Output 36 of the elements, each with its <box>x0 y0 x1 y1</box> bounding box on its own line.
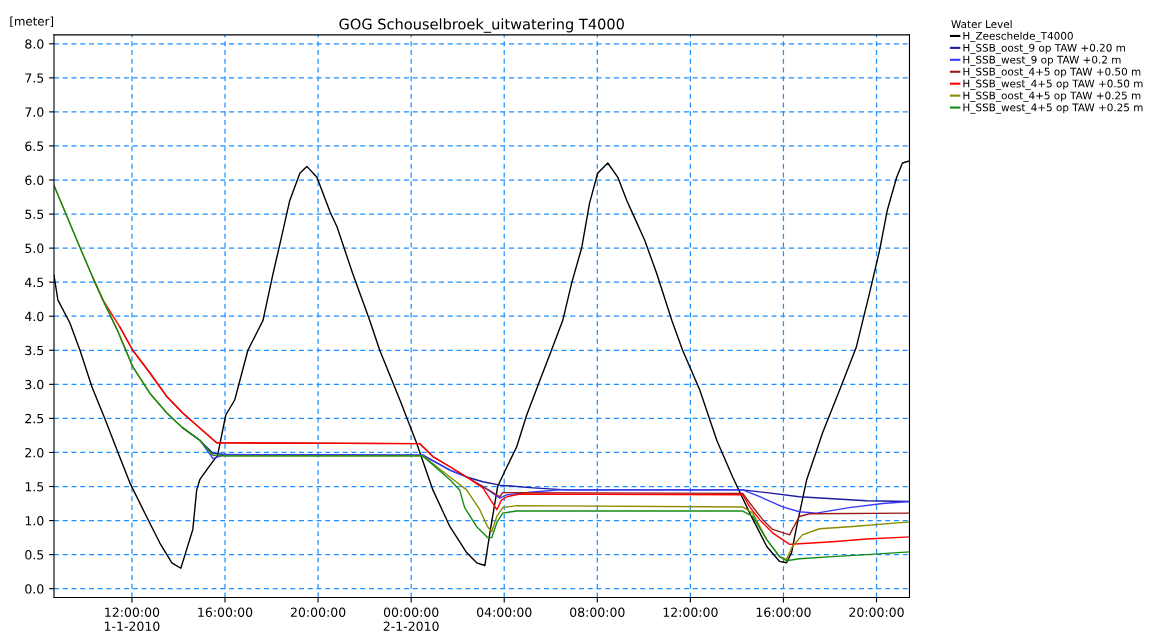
y-tick-label: 7.5 <box>25 73 44 83</box>
y-tick-label: 1.0 <box>25 516 44 526</box>
chart-title: GOG Schouselbroek_uitwatering T4000 <box>339 18 624 33</box>
y-tick-label: 6.0 <box>25 175 44 185</box>
y-tick-label: 7.0 <box>25 107 44 117</box>
y-tick-label: 4.0 <box>25 311 44 322</box>
x-tick-label: 20:00:00 <box>290 607 346 617</box>
x-tick-label: 04:00:00 <box>476 607 532 617</box>
y-tick-label: 4.5 <box>25 277 44 288</box>
y-tick-label: 8.0 <box>25 39 44 49</box>
legend-title: Water Level <box>951 20 1012 29</box>
legend-label: H_SSB_west_4+5 op TAW +0.25 m <box>963 103 1143 114</box>
y-tick-label: 0.0 <box>25 584 44 594</box>
y-tick-label: 2.5 <box>25 413 44 424</box>
y-tick-label: 0.5 <box>25 550 44 560</box>
y-tick-label: 3.5 <box>25 345 44 356</box>
y-tick-label: 5.0 <box>25 243 44 254</box>
legend-label: H_SSB_oost_4+5 op TAW +0.25 m <box>963 91 1141 102</box>
x-tick-label: 00:00:00 2-1-2010 <box>383 607 439 631</box>
legend-label: H_SSB_oost_4+5 op TAW +0.50 m <box>963 67 1141 78</box>
y-tick-label: 1.5 <box>25 482 44 492</box>
y-tick-label: 5.5 <box>25 209 44 219</box>
legend-label: H_Zeeschelde_T4000 <box>963 31 1073 43</box>
y-tick-label: 2.0 <box>25 447 44 458</box>
x-tick-label: 12:00:00 <box>663 607 718 617</box>
x-tick-label: 16:00:00 <box>756 607 811 617</box>
legend-label: H_SSB_oost_9 op TAW +0.20 m <box>963 43 1125 54</box>
y-tick-label: 6.5 <box>25 141 44 151</box>
y-tick-label: 3.0 <box>25 379 44 390</box>
y-axis-title: [meter] <box>10 16 54 28</box>
legend-label: H_SSB_west_4+5 op TAW +0.50 m <box>963 79 1143 90</box>
x-tick-label: 12:00:00 1-1-2010 <box>104 607 160 631</box>
x-tick-label: 16:00:00 <box>198 607 253 617</box>
x-tick-label: 08:00:00 <box>570 607 625 617</box>
x-tick-label: 20:00:00 <box>849 607 904 617</box>
legend-label: H_SSB_west_9 op TAW +0.2 m <box>963 55 1121 66</box>
